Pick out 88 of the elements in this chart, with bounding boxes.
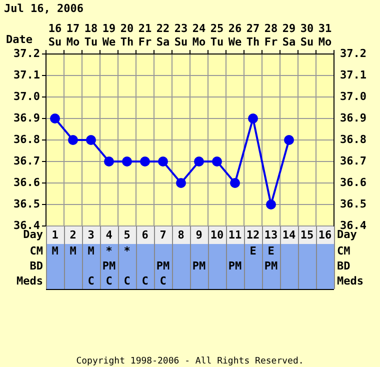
x2-tick-label: 9 xyxy=(196,228,202,242)
text: C xyxy=(142,274,148,288)
text: C xyxy=(160,274,166,288)
y2-tick-label: 37.1 xyxy=(340,68,367,82)
point xyxy=(122,156,132,166)
x2-tick-label: 7 xyxy=(160,228,166,242)
point xyxy=(266,200,276,210)
point xyxy=(158,156,168,166)
text: E xyxy=(268,244,274,258)
x2-tick-label: 12 xyxy=(246,228,260,242)
text: PM xyxy=(156,259,170,272)
point xyxy=(104,156,114,166)
y2-tick-label: 37.0 xyxy=(340,90,366,103)
x2-tick-label: 4 xyxy=(106,228,113,242)
y-tick-label: 36.6 xyxy=(14,176,40,189)
x-tick-label: 26 We xyxy=(228,22,242,48)
x2-tick-label: 15 xyxy=(300,228,314,242)
x-tick-label: 20 Th xyxy=(120,22,134,48)
x-tick-label: 18 Tu xyxy=(84,22,98,48)
text: BD xyxy=(30,259,43,272)
text: Copyright 1998-2006 - All Rights Reserved. xyxy=(76,356,304,366)
text: PM xyxy=(264,259,278,272)
text: CM xyxy=(30,244,43,258)
chart-title: Jul 16, 2006 xyxy=(4,2,84,15)
text: BD xyxy=(337,259,351,272)
text: M xyxy=(88,244,95,258)
x2-tick-label: 8 xyxy=(178,228,184,242)
text: Meds xyxy=(337,274,364,288)
y-tick-label: 37.1 xyxy=(14,68,40,82)
text: C xyxy=(106,274,112,288)
x-tick-label: 31 Mo xyxy=(318,22,332,48)
point xyxy=(176,178,186,188)
point xyxy=(86,135,96,145)
text: PM xyxy=(228,259,242,272)
text: M xyxy=(52,244,59,258)
text: C xyxy=(124,274,130,288)
x2-tick-label: 2 xyxy=(70,228,76,242)
x2-tick-label: 14 xyxy=(282,228,296,242)
x-tick-label: 25 Tu xyxy=(210,22,224,48)
x-axis-title: Date xyxy=(6,32,33,46)
y-tick-label: 36.5 xyxy=(14,197,40,210)
text: PM xyxy=(102,259,116,272)
x-tick-label: 28 Fr xyxy=(264,22,278,48)
x-tick-label: 30 Su xyxy=(300,22,314,48)
x-tick-label: 22 Sa xyxy=(156,22,170,48)
x2-tick-label: 3 xyxy=(88,228,94,242)
y2-tick-label: 36.5 xyxy=(340,197,366,210)
text: * xyxy=(106,244,112,258)
text: CM xyxy=(337,244,351,258)
point xyxy=(284,135,294,145)
text: M xyxy=(70,244,77,258)
x-tick-label: 29 Sa xyxy=(282,22,296,48)
x2-tick-label: 16 xyxy=(318,228,332,242)
text: Meds xyxy=(16,274,43,288)
point xyxy=(248,114,258,124)
text: C xyxy=(88,274,94,288)
point xyxy=(140,156,150,166)
x-tick-label: 16 Su xyxy=(48,22,62,48)
point xyxy=(68,135,78,145)
x2-tick-label: 13 xyxy=(264,228,278,242)
text: E xyxy=(250,244,256,258)
y2-tick-label: 37.2 xyxy=(340,46,366,60)
y2-tick-label: 36.6 xyxy=(340,176,367,189)
y-tick-label: 37.2 xyxy=(14,46,40,60)
x-tick-label: 27 Th xyxy=(246,22,260,48)
y-tick-label: 36.9 xyxy=(14,111,40,124)
point xyxy=(230,178,240,188)
x-tick-label: 19 We xyxy=(102,22,116,48)
y-tick-label: 37.0 xyxy=(14,90,40,103)
x2-tick-label: 1 xyxy=(52,228,59,242)
y2-tick-label: 36.9 xyxy=(340,111,366,124)
x-tick-label: 23 Su xyxy=(174,22,188,48)
y-tick-label: 36.7 xyxy=(14,154,40,168)
text: PM xyxy=(192,259,206,272)
point xyxy=(50,114,60,124)
x-tick-label: 24 Mo xyxy=(192,22,206,48)
y2-tick-label: 36.8 xyxy=(340,132,366,146)
x2-tick-label: 5 xyxy=(124,228,130,242)
point xyxy=(194,156,204,166)
x2-tick-label: 10 xyxy=(210,228,224,242)
x-tick-label: 21 Fr xyxy=(138,22,152,48)
x2-tick-label: 6 xyxy=(142,228,149,242)
point xyxy=(212,156,222,166)
x2-tick-label: 11 xyxy=(228,228,242,242)
text: * xyxy=(124,244,130,258)
y-tick-label: 36.8 xyxy=(14,132,40,146)
x-tick-label: 17 Mo xyxy=(66,22,80,48)
y2-tick-label: 36.7 xyxy=(340,154,366,168)
